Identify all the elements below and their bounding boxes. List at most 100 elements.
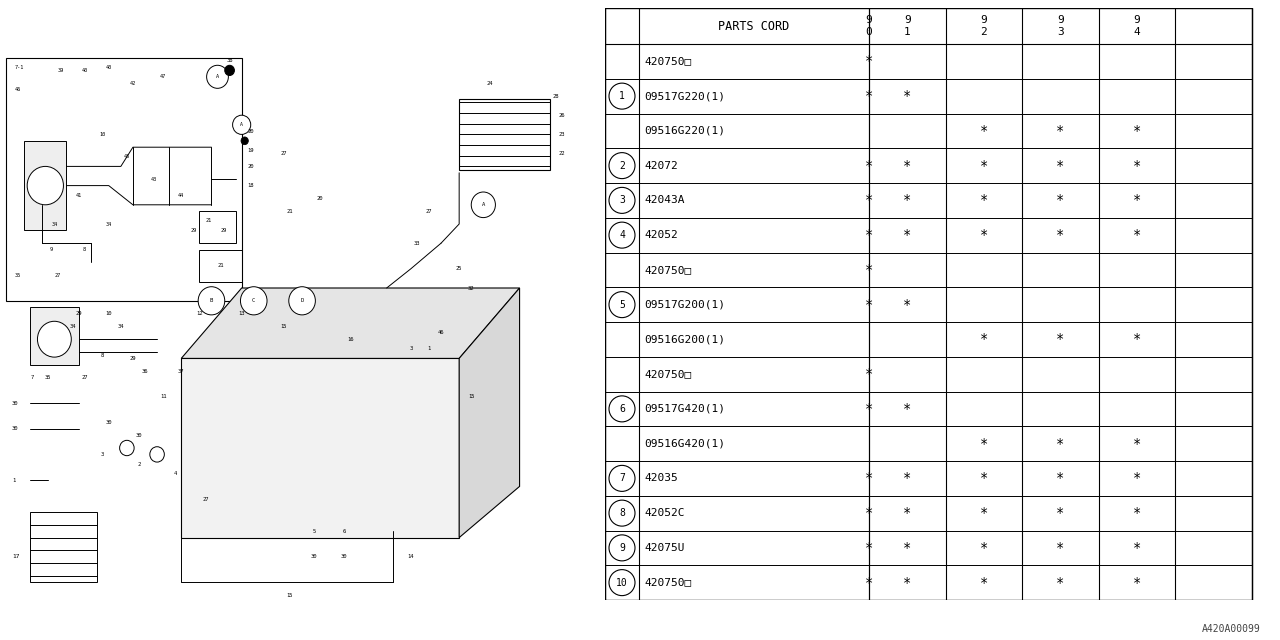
Text: A: A (481, 202, 485, 207)
Text: 8: 8 (101, 353, 105, 358)
Circle shape (206, 65, 228, 88)
Text: 35: 35 (15, 273, 22, 278)
Text: *: * (865, 89, 873, 103)
Text: *: * (979, 472, 988, 485)
Text: 29: 29 (191, 228, 196, 233)
Text: PARTS CORD: PARTS CORD (718, 19, 790, 33)
Text: 39: 39 (58, 68, 64, 73)
Circle shape (225, 65, 234, 76)
Text: 09517G200(1): 09517G200(1) (644, 300, 724, 310)
Text: *: * (1056, 124, 1065, 138)
Text: *: * (904, 298, 911, 312)
Text: 09516G420(1): 09516G420(1) (644, 438, 724, 449)
Text: *: * (865, 367, 873, 381)
Text: *: * (979, 575, 988, 589)
Text: 420750□: 420750□ (644, 369, 691, 379)
Text: *: * (979, 124, 988, 138)
Text: *: * (1056, 575, 1065, 589)
Text: 3: 3 (410, 346, 412, 351)
Text: 44: 44 (178, 193, 184, 198)
Text: 29: 29 (129, 356, 136, 361)
Circle shape (37, 321, 72, 357)
Text: 16: 16 (347, 337, 353, 342)
Text: *: * (904, 159, 911, 173)
Circle shape (609, 465, 635, 492)
Text: *: * (1056, 472, 1065, 485)
Text: *: * (865, 506, 873, 520)
Text: A420A00099: A420A00099 (1202, 623, 1261, 634)
Bar (6, 58, 242, 301)
Text: 9: 9 (620, 543, 625, 553)
Text: 9
2: 9 2 (980, 15, 987, 36)
Text: 09517G420(1): 09517G420(1) (644, 404, 724, 414)
Text: 38: 38 (227, 58, 233, 63)
Text: *: * (865, 472, 873, 485)
Circle shape (241, 287, 268, 315)
Text: 30: 30 (12, 401, 19, 406)
Text: 42052C: 42052C (644, 508, 685, 518)
Text: 17: 17 (12, 554, 19, 559)
Text: 6: 6 (620, 404, 625, 414)
Text: 35: 35 (45, 375, 51, 380)
Text: 24: 24 (486, 81, 493, 86)
Text: 5: 5 (312, 529, 316, 534)
Text: 7: 7 (31, 375, 33, 380)
Text: 26: 26 (558, 113, 564, 118)
Text: *: * (1056, 193, 1065, 207)
Text: 25: 25 (456, 266, 462, 271)
Circle shape (289, 287, 315, 315)
Text: *: * (865, 54, 873, 68)
Text: 21: 21 (205, 218, 211, 223)
Text: 42035: 42035 (644, 474, 677, 483)
Text: 9: 9 (50, 247, 52, 252)
Text: *: * (1056, 436, 1065, 451)
Circle shape (609, 396, 635, 422)
Text: 20: 20 (248, 129, 255, 134)
Text: *: * (979, 506, 988, 520)
Text: 42: 42 (129, 81, 136, 86)
Text: 9
1: 9 1 (904, 15, 910, 36)
Text: *: * (979, 159, 988, 173)
Text: *: * (979, 541, 988, 555)
Text: 3: 3 (101, 452, 105, 457)
Text: 47: 47 (160, 74, 166, 79)
Text: 15: 15 (280, 324, 287, 329)
Text: *: * (865, 298, 873, 312)
Text: *: * (865, 541, 873, 555)
Circle shape (609, 188, 635, 213)
Text: *: * (1056, 541, 1065, 555)
Text: *: * (1056, 228, 1065, 242)
Text: 27: 27 (202, 497, 209, 502)
Text: 2: 2 (137, 461, 141, 467)
Text: *: * (1133, 541, 1142, 555)
Text: 7: 7 (620, 474, 625, 483)
Polygon shape (460, 288, 520, 538)
Text: 23: 23 (558, 132, 564, 137)
Text: *: * (979, 193, 988, 207)
Polygon shape (182, 288, 520, 358)
Text: 2: 2 (620, 161, 625, 171)
Text: 37: 37 (178, 369, 184, 374)
Circle shape (233, 115, 251, 134)
Text: 3: 3 (620, 195, 625, 205)
Text: 1: 1 (428, 346, 430, 351)
Text: 8: 8 (620, 508, 625, 518)
Text: 34: 34 (51, 221, 58, 227)
Text: *: * (865, 193, 873, 207)
Text: *: * (1133, 436, 1142, 451)
Text: 30: 30 (311, 554, 317, 559)
Text: 29: 29 (220, 228, 227, 233)
Text: 27: 27 (82, 375, 88, 380)
Text: 28: 28 (553, 93, 559, 99)
Text: 29: 29 (76, 311, 82, 316)
Text: 33: 33 (413, 241, 420, 246)
Text: *: * (865, 228, 873, 242)
Text: *: * (979, 436, 988, 451)
Text: 15: 15 (287, 593, 293, 598)
Text: *: * (1056, 159, 1065, 173)
Text: 420750□: 420750□ (644, 265, 691, 275)
Text: 27: 27 (426, 209, 433, 214)
Polygon shape (182, 358, 460, 538)
Text: *: * (904, 472, 911, 485)
Text: *: * (1133, 228, 1142, 242)
